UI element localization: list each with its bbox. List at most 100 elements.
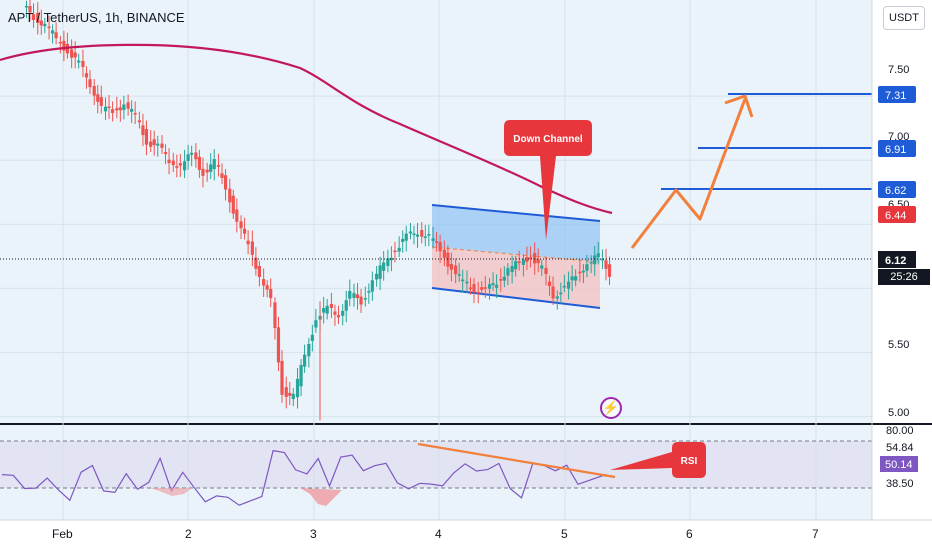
candle-body xyxy=(525,257,529,262)
rsi-tick-80: 80.00 xyxy=(886,425,914,437)
candle-body xyxy=(133,112,137,115)
candle-body xyxy=(115,108,119,111)
candle-body xyxy=(562,285,566,288)
target-label-731-bg xyxy=(878,86,916,103)
candle-body xyxy=(378,265,382,279)
lightning-icon[interactable]: ⚡ xyxy=(600,397,622,419)
vertical-gridlines xyxy=(62,0,817,520)
candle-body xyxy=(276,327,281,363)
rsi-callout-label: RSI xyxy=(681,456,698,467)
candle-body xyxy=(47,26,51,29)
candle-body xyxy=(39,20,43,26)
candle-body xyxy=(502,276,506,281)
channel-mid-line xyxy=(431,246,601,263)
rsi-value-bg xyxy=(880,456,918,472)
candle-body xyxy=(581,270,586,273)
candle-body xyxy=(506,268,510,276)
candle-body xyxy=(310,334,314,341)
candle-body xyxy=(126,102,130,109)
candle-body xyxy=(574,276,578,281)
candle-body xyxy=(442,249,446,258)
candle-body xyxy=(107,106,111,109)
candle-body xyxy=(295,378,300,398)
candle-body xyxy=(510,266,514,273)
candle-body xyxy=(73,52,77,58)
candle-body xyxy=(367,291,371,293)
ma-label: 6.44 xyxy=(885,210,906,222)
candle-body xyxy=(480,287,484,290)
candle-body xyxy=(302,354,307,367)
candle-body xyxy=(578,271,582,274)
candle-body xyxy=(566,281,571,289)
candle-body xyxy=(352,293,356,298)
candle-body xyxy=(491,283,495,286)
symbol-title-text: APT / TetherUS, 1h, BINANCE xyxy=(8,10,185,25)
candle-body xyxy=(408,231,413,234)
candle-body xyxy=(314,320,318,328)
price-tick-550: 5.50 xyxy=(888,339,909,351)
candle-body xyxy=(465,281,469,284)
candle-body xyxy=(197,156,202,170)
candle-body xyxy=(559,292,563,295)
candle-body xyxy=(269,288,273,299)
candle-body xyxy=(58,42,62,44)
candle-body xyxy=(355,294,360,299)
candle-body xyxy=(84,73,89,78)
candle-body xyxy=(483,287,487,289)
rsi-tick-38: 38.50 xyxy=(886,478,914,490)
candle-body xyxy=(70,49,74,58)
rsi-axis xyxy=(872,425,932,520)
candle-body xyxy=(163,152,168,155)
candle-body xyxy=(96,94,100,102)
time-label-2: 2 xyxy=(185,527,192,541)
candle-body xyxy=(149,141,153,147)
current-price-label: 6.12 xyxy=(885,255,906,267)
symbol-title[interactable]: APT / TetherUS, 1h, BINANCE xyxy=(8,10,185,25)
candle-body xyxy=(144,129,149,145)
candle-body xyxy=(220,173,224,178)
candle-body xyxy=(81,61,85,68)
candle-body xyxy=(291,393,295,400)
current-price-label-bg xyxy=(878,251,916,268)
candle-body xyxy=(359,296,363,305)
candle-body xyxy=(589,262,593,264)
candle-body xyxy=(54,32,58,39)
moving-average-line xyxy=(0,43,613,215)
candle-body xyxy=(299,364,303,387)
rsi-oversold-fill-2 xyxy=(150,488,192,496)
candle-body xyxy=(363,298,367,300)
candle-body xyxy=(415,234,420,237)
candle-body xyxy=(600,258,605,261)
candle-body xyxy=(540,265,544,269)
candle-body xyxy=(186,154,190,161)
candle-body xyxy=(92,86,96,96)
candle-body xyxy=(449,264,454,270)
candle-body xyxy=(122,104,126,111)
candle-body xyxy=(348,290,352,299)
target-label-731: 7.31 xyxy=(885,90,906,102)
time-label-6: 6 xyxy=(686,527,693,541)
candle-body xyxy=(307,343,311,357)
target-label-662-bg xyxy=(878,181,916,198)
time-label-5: 5 xyxy=(561,527,568,541)
candle-body xyxy=(24,5,29,8)
candle-body xyxy=(62,40,66,51)
currency-button[interactable]: USDT xyxy=(883,6,925,30)
candle-body xyxy=(43,23,47,27)
projection-path xyxy=(630,98,747,249)
candle-body xyxy=(246,240,250,245)
candle-body xyxy=(209,164,213,172)
candle-body xyxy=(476,291,480,294)
candle-body xyxy=(457,274,461,276)
candle-body xyxy=(423,236,427,238)
candle-body xyxy=(242,228,247,234)
rsi-value-label: 50.14 xyxy=(885,459,913,471)
candle-body xyxy=(239,221,243,229)
candle-body xyxy=(28,6,32,13)
candle-body xyxy=(88,79,92,88)
candle-body xyxy=(141,125,145,136)
candle-body xyxy=(333,311,337,315)
candle-body xyxy=(517,261,521,263)
